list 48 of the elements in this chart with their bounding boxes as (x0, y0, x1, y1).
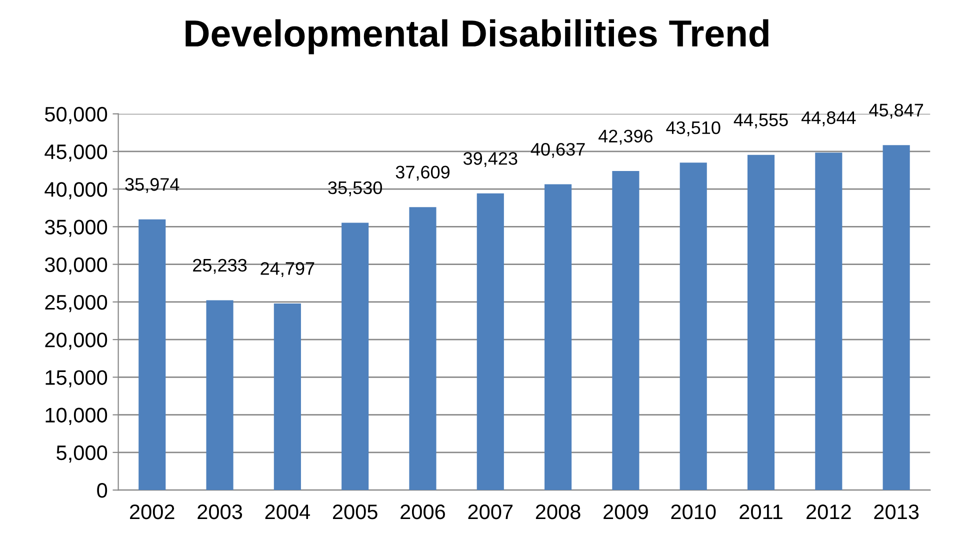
y-tick-label: 40,000 (44, 182, 108, 200)
bar (680, 162, 707, 490)
data-label: 42,396 (598, 130, 653, 145)
y-tick-label: 0 (97, 483, 108, 498)
x-tick-label: 2007 (468, 504, 513, 520)
bar (476, 193, 504, 490)
y-tick-label: 30,000 (44, 257, 108, 275)
bar (815, 152, 842, 490)
y-tick-label: 10,000 (46, 408, 108, 426)
x-tick-label: 2010 (671, 504, 716, 520)
x-tick-label: 2008 (536, 504, 580, 520)
y-tick-label: 50,000 (45, 106, 108, 124)
data-label: 35,974 (125, 178, 180, 193)
x-tick-label: 2003 (198, 504, 242, 520)
bar (882, 145, 910, 490)
x-tick-label: 2013 (874, 504, 919, 520)
bar (206, 300, 234, 490)
data-label: 44,555 (734, 114, 788, 128)
data-label: 39,423 (463, 152, 518, 167)
x-tick-label: 2005 (332, 504, 378, 520)
data-label: 44,844 (801, 111, 856, 126)
data-label: 43,510 (666, 121, 720, 136)
x-tick-label: 2011 (740, 504, 782, 520)
data-label: 35,530 (328, 181, 382, 196)
chart-title: Developmental Disabilities Trend (186, 19, 768, 54)
x-tick-label: 2002 (130, 504, 174, 520)
data-label: 25,233 (193, 258, 247, 274)
bar (409, 207, 436, 490)
x-tick-label: 2009 (604, 504, 648, 520)
bar (544, 184, 572, 490)
y-tick-label: 45,000 (44, 144, 108, 162)
bar (747, 154, 775, 490)
data-label: 37,609 (396, 166, 450, 181)
y-tick-label: 35,000 (44, 220, 108, 237)
data-label: 24,797 (260, 262, 314, 278)
x-tick-label: 2012 (806, 504, 851, 520)
x-tick-label: 2004 (265, 504, 310, 520)
y-tick-label: 25,000 (45, 294, 108, 312)
data-label: 40,637 (530, 142, 585, 158)
y-tick-label: 5,000 (56, 445, 108, 463)
bar (138, 219, 166, 490)
bar (274, 303, 301, 490)
bar (612, 171, 640, 490)
y-tick-label: 15,000 (46, 370, 108, 388)
bar (342, 222, 369, 490)
y-tick-label: 20,000 (45, 332, 108, 350)
x-tick-label: 2006 (400, 504, 445, 520)
data-label: 45,847 (869, 104, 924, 119)
